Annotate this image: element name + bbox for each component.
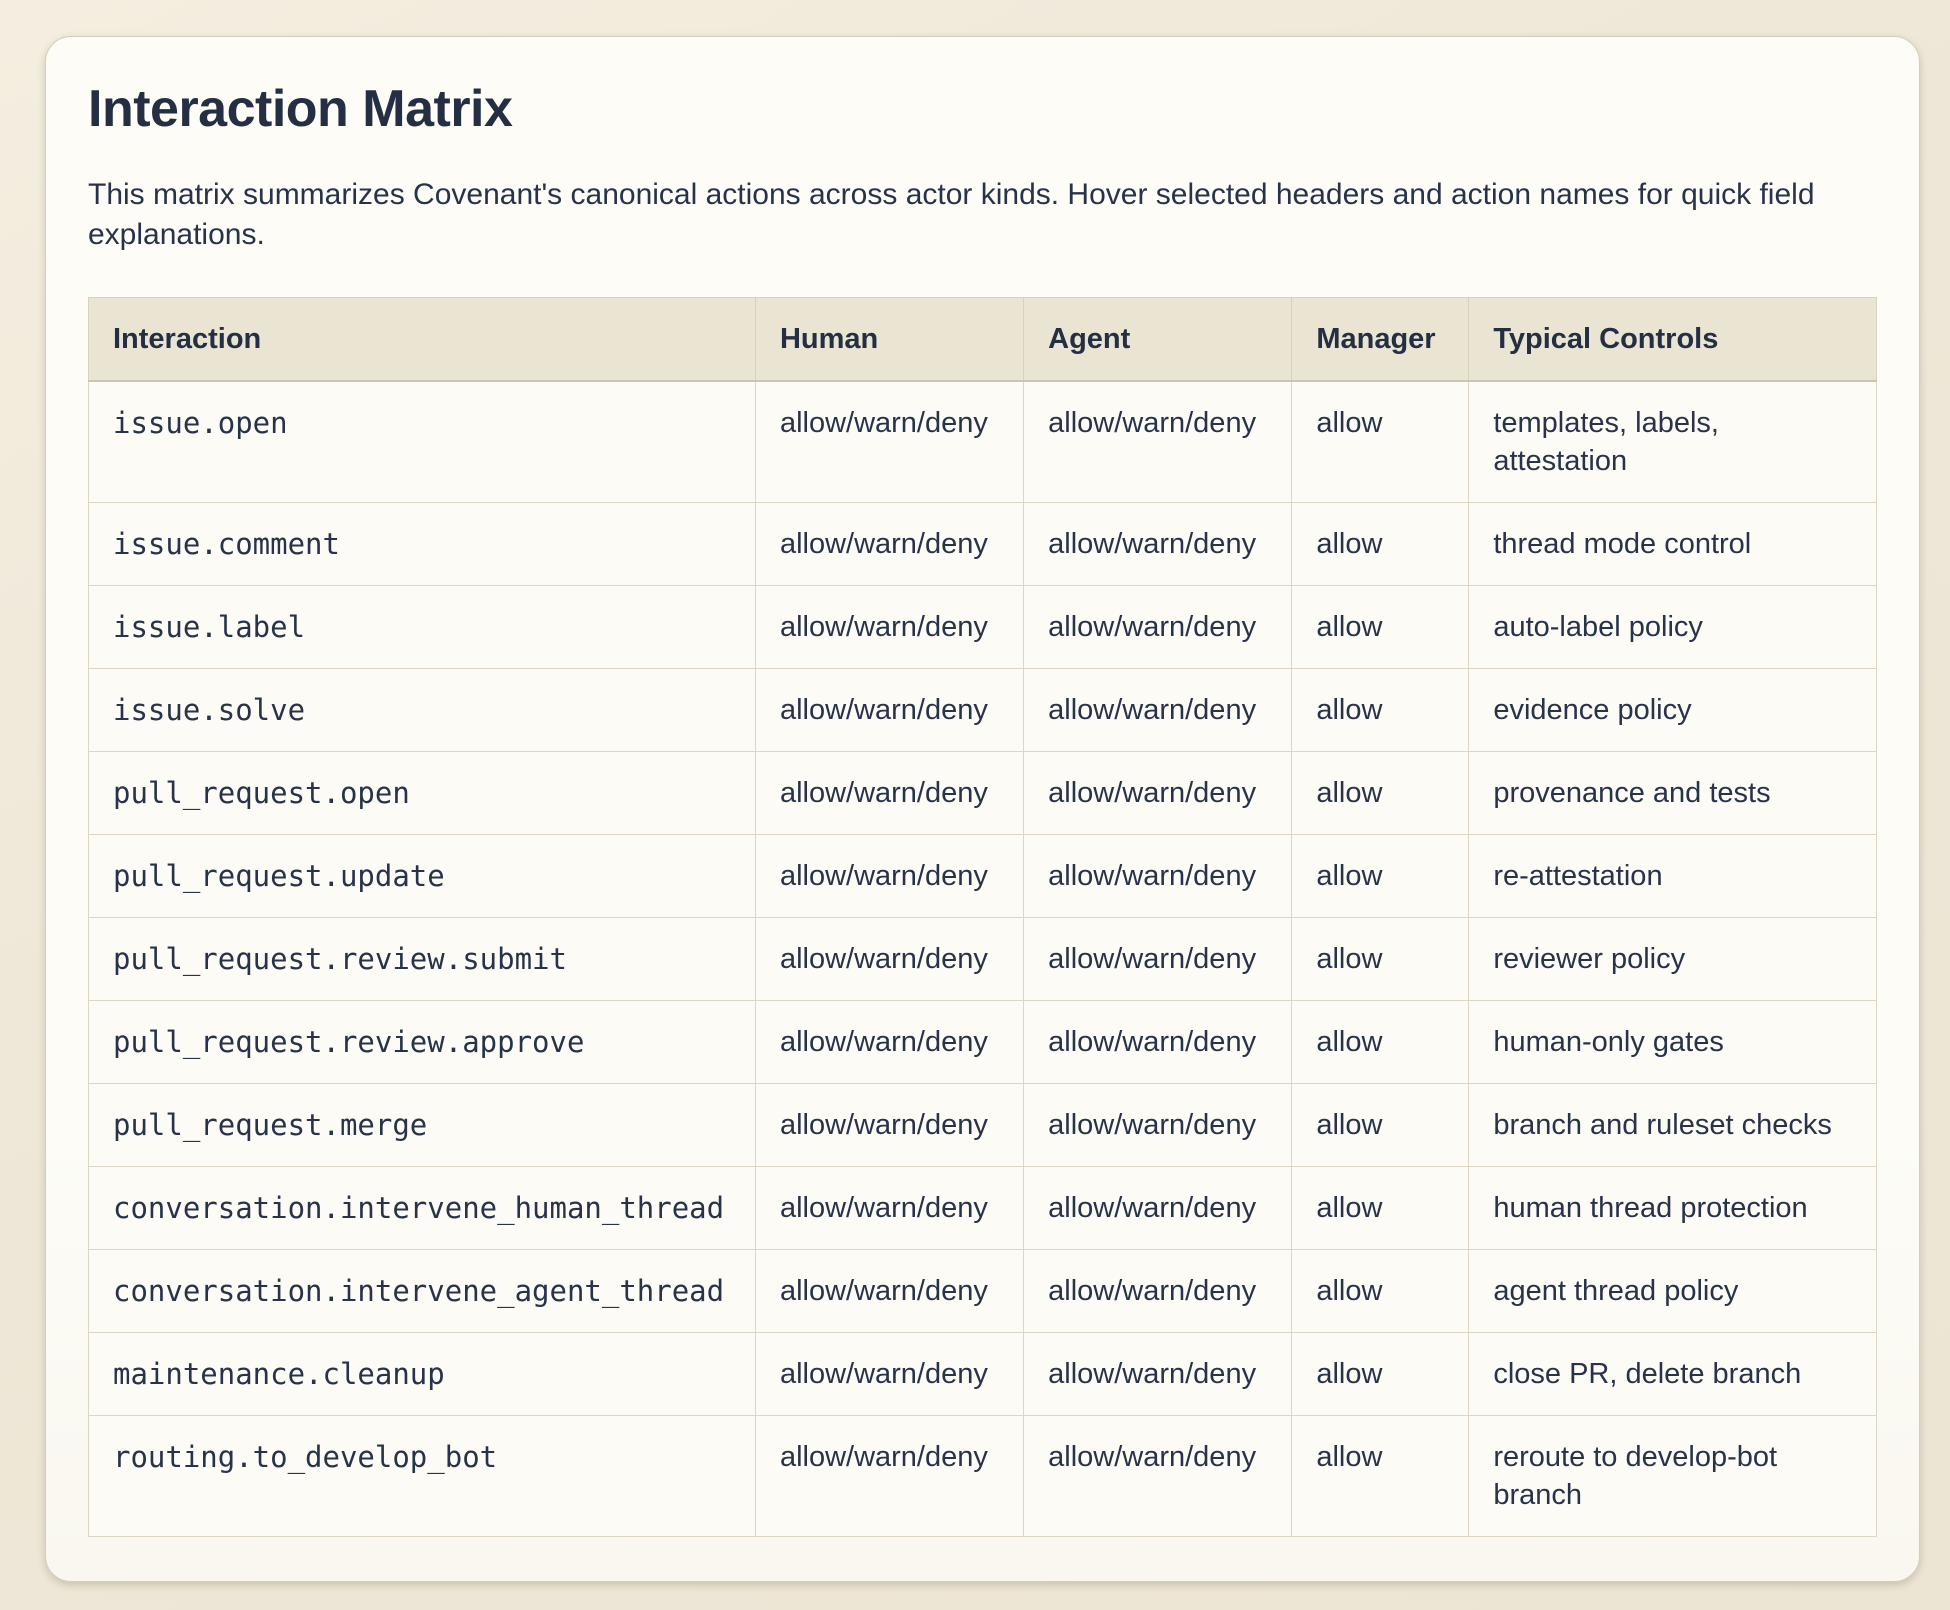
cell-interaction[interactable]: issue.open — [88, 380, 756, 503]
cell-agent: allow/warn/deny — [1023, 834, 1293, 918]
column-header-agent[interactable]: Agent — [1023, 297, 1293, 382]
cell-interaction[interactable]: pull_request.merge — [88, 1083, 756, 1167]
cell-interaction[interactable]: maintenance.cleanup — [88, 1332, 756, 1416]
table-row: issue.open allow/warn/deny allow/warn/deny… — [88, 380, 1877, 503]
cell-human: allow/warn/deny — [754, 1415, 1025, 1537]
cell-manager: allow — [1291, 834, 1470, 918]
cell-manager: allow — [1291, 1415, 1470, 1537]
table-header-row: Interaction Human Agent Manager Typical Cont… — [88, 297, 1877, 382]
cell-interaction[interactable]: issue.solve — [88, 668, 756, 752]
column-header-manager[interactable]: Manager — [1291, 297, 1470, 382]
cell-manager: allow — [1291, 917, 1470, 1001]
table-row: issue.comment allow/warn/deny allow/warn/d… — [88, 502, 1877, 586]
cell-agent: allow/warn/deny — [1023, 1332, 1293, 1416]
cell-interaction[interactable]: pull_request.update — [88, 834, 756, 918]
column-header-interaction[interactable]: Interaction — [88, 297, 756, 382]
cell-manager: allow — [1291, 1249, 1470, 1333]
cell-human: allow/warn/deny — [754, 668, 1025, 752]
cell-interaction[interactable]: conversation.intervene_human_thread — [88, 1166, 756, 1250]
cell-agent: allow/warn/deny — [1023, 1166, 1293, 1250]
cell-human: allow/warn/deny — [754, 1249, 1025, 1333]
table-row: issue.solve allow/warn/deny allow/warn/den… — [88, 668, 1877, 752]
cell-interaction[interactable]: pull_request.open — [88, 751, 756, 835]
cell-controls: evidence policy — [1468, 668, 1877, 752]
table-row: maintenance.cleanup allow/warn/deny allow/… — [88, 1332, 1877, 1416]
cell-manager: allow — [1291, 751, 1470, 835]
cell-interaction[interactable]: conversation.intervene_agent_thread — [88, 1249, 756, 1333]
cell-controls: thread mode control — [1468, 502, 1877, 586]
column-header-human[interactable]: Human — [754, 297, 1025, 382]
interaction-matrix-table: Interaction Human Agent Manager Typical Cont… — [88, 297, 1877, 1537]
table-row: issue.label allow/warn/deny allow/warn/den… — [88, 585, 1877, 669]
cell-agent: allow/warn/deny — [1023, 380, 1293, 503]
cell-human: allow/warn/deny — [754, 502, 1025, 586]
table-row: pull_request.open allow/warn/deny allow/wa… — [88, 751, 1877, 835]
cell-controls: close PR, delete branch — [1468, 1332, 1877, 1416]
cell-human: allow/warn/deny — [754, 751, 1025, 835]
cell-controls: branch and ruleset checks — [1468, 1083, 1877, 1167]
cell-agent: allow/warn/deny — [1023, 1000, 1293, 1084]
cell-manager: allow — [1291, 502, 1470, 586]
cell-interaction[interactable]: pull_request.review.approve — [88, 1000, 756, 1084]
cell-controls: re-attestation — [1468, 834, 1877, 918]
cell-manager: allow — [1291, 668, 1470, 752]
cell-agent: allow/warn/deny — [1023, 502, 1293, 586]
cell-human: allow/warn/deny — [754, 380, 1025, 503]
table-row: pull_request.update allow/warn/deny allow/… — [88, 834, 1877, 918]
cell-agent: allow/warn/deny — [1023, 917, 1293, 1001]
cell-manager: allow — [1291, 1083, 1470, 1167]
cell-human: allow/warn/deny — [754, 1332, 1025, 1416]
cell-controls: human thread protection — [1468, 1166, 1877, 1250]
cell-controls: templates, labels, attestation — [1468, 380, 1877, 503]
cell-human: allow/warn/deny — [754, 1000, 1025, 1084]
cell-agent: allow/warn/deny — [1023, 585, 1293, 669]
cell-controls: auto-label policy — [1468, 585, 1877, 669]
table-row: pull_request.review.submit allow/warn/den… — [88, 917, 1877, 1001]
table-row: routing.to_develop_bot allow/warn/deny all… — [88, 1415, 1877, 1537]
cell-manager: allow — [1291, 380, 1470, 503]
cell-manager: allow — [1291, 1332, 1470, 1416]
table-row: conversation.intervene_human_thread allow… — [88, 1166, 1877, 1250]
cell-agent: allow/warn/deny — [1023, 1083, 1293, 1167]
cell-controls: agent thread policy — [1468, 1249, 1877, 1333]
cell-controls: reviewer policy — [1468, 917, 1877, 1001]
page-subtitle: This matrix summarizes Covenant's canoni… — [88, 178, 1815, 251]
cell-interaction[interactable]: pull_request.review.submit — [88, 917, 756, 1001]
cell-interaction[interactable]: routing.to_develop_bot — [88, 1415, 756, 1537]
table-row: pull_request.merge allow/warn/deny allow/w… — [88, 1083, 1877, 1167]
cell-agent: allow/warn/deny — [1023, 1249, 1293, 1333]
cell-human: allow/warn/deny — [754, 917, 1025, 1001]
cell-controls: reroute to develop-bot branch — [1468, 1415, 1877, 1537]
page-title: Interaction Matrix — [88, 80, 513, 138]
cell-controls: provenance and tests — [1468, 751, 1877, 835]
cell-interaction[interactable]: issue.comment — [88, 502, 756, 586]
table-row: pull_request.review.approve allow/warn/de… — [88, 1000, 1877, 1084]
cell-human: allow/warn/deny — [754, 585, 1025, 669]
cell-manager: allow — [1291, 585, 1470, 669]
cell-agent: allow/warn/deny — [1023, 751, 1293, 835]
cell-manager: allow — [1291, 1000, 1470, 1084]
cell-manager: allow — [1291, 1166, 1470, 1250]
cell-controls: human-only gates — [1468, 1000, 1877, 1084]
cell-agent: allow/warn/deny — [1023, 668, 1293, 752]
cell-interaction[interactable]: issue.label — [88, 585, 756, 669]
table-row: conversation.intervene_agent_thread allow… — [88, 1249, 1877, 1333]
column-header-controls[interactable]: Typical Controls — [1468, 297, 1877, 382]
cell-human: allow/warn/deny — [754, 1166, 1025, 1250]
cell-human: allow/warn/deny — [754, 1083, 1025, 1167]
cell-agent: allow/warn/deny — [1023, 1415, 1293, 1537]
cell-human: allow/warn/deny — [754, 834, 1025, 918]
interaction-matrix-card: Interaction Matrix This matrix summarize… — [45, 36, 1920, 1582]
